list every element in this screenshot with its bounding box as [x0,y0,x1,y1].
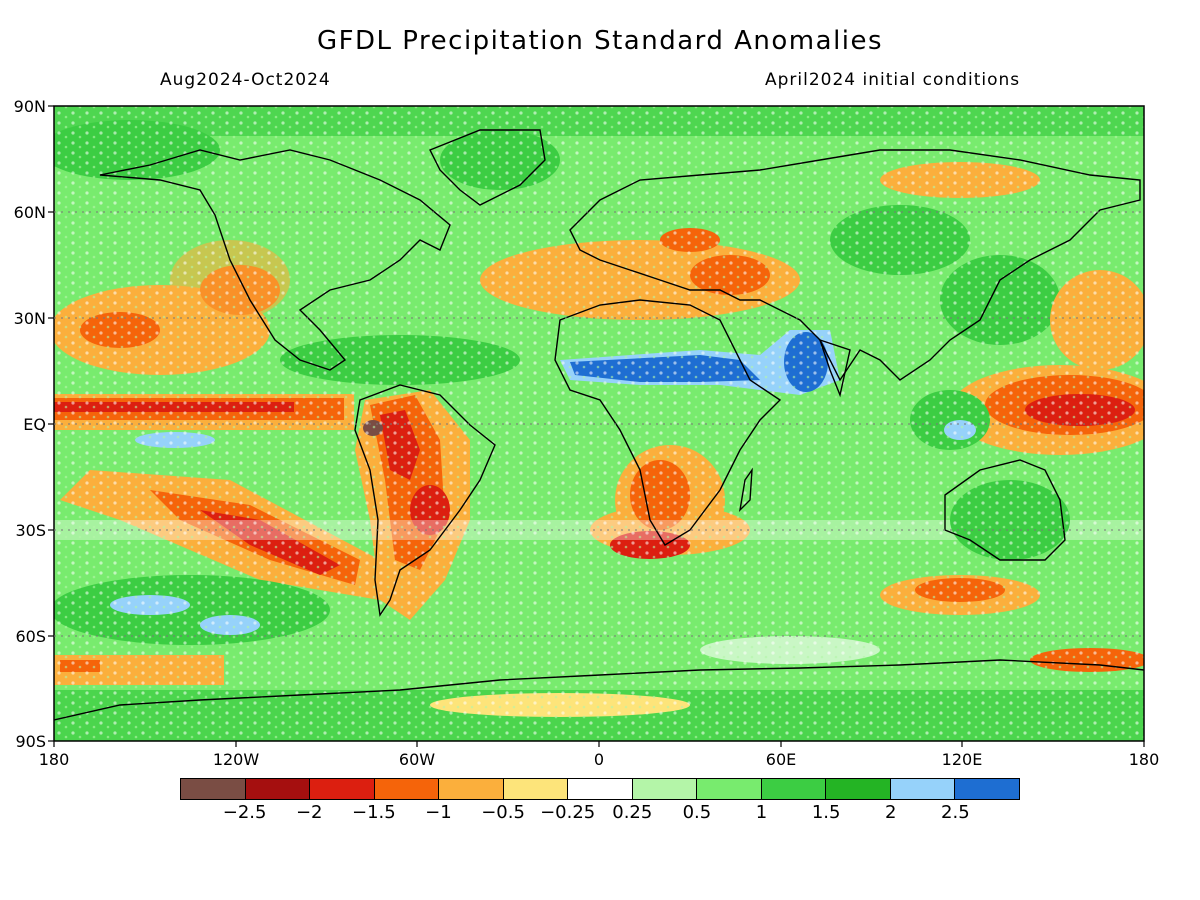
colorbar-tick-label: 1.5 [811,802,841,823]
colorbar-tick-label: −2.5 [222,802,267,823]
lat-label-30s: 30S [15,521,46,540]
lon-label-0: 0 [593,750,605,769]
colorbar-swatch [503,779,569,799]
axis-ticks [48,105,1145,747]
colorbar-tick-label: −2 [295,802,323,823]
colorbar-swatch [955,779,1019,799]
initial-conditions-label: April2024 initial conditions [765,70,1021,90]
colorbar-swatch [826,779,891,799]
colorbar-swatch [181,779,246,799]
lat-label-60s: 60S [15,627,46,646]
lon-label-180e: 180 [1128,750,1160,769]
colorbar-swatch [310,779,375,799]
lon-label-60w: 60W [398,750,436,769]
colorbar-swatch [439,779,504,799]
lat-label-90s: 90S [15,732,46,751]
colorbar-tick-label: −0.25 [540,802,596,823]
colorbar-swatch [632,779,698,799]
lat-label-eq: EQ [23,415,46,434]
colorbar-tick-label: −1.5 [351,802,396,823]
lat-label-60n: 60N [13,203,46,222]
colorbar-swatch [697,779,762,799]
anomaly-field [54,106,1144,741]
colorbar-swatch [890,779,956,799]
colorbar-swatch [568,779,633,799]
lat-label-90n: 90N [13,97,46,116]
map-title: GFDL Precipitation Standard Anomalies [316,26,884,56]
lat-label-30n: 30N [13,309,46,328]
lon-label-180w: 180 [38,750,70,769]
colorbar-swatch [761,779,827,799]
lon-label-120e: 120E [941,750,983,769]
colorbar [180,778,1020,800]
colorbar-tick-label: 2 [885,802,897,823]
lon-label-60e: 60E [765,750,797,769]
lon-label-120w: 120W [212,750,260,769]
colorbar-swatch [245,779,311,799]
colorbar-tick-label: 0.5 [682,802,712,823]
colorbar-tick-label: −0.5 [481,802,525,823]
colorbar-tick-label: 1 [755,802,768,823]
coastlines [54,129,1144,721]
colorbar-swatch [374,779,440,799]
colorbar-tick-label: 2.5 [941,802,970,823]
colorbar-tick-label: 0.25 [612,802,653,823]
colorbar-tick-label: −1 [425,802,452,823]
forecast-period: Aug2024-Oct2024 [160,70,331,90]
